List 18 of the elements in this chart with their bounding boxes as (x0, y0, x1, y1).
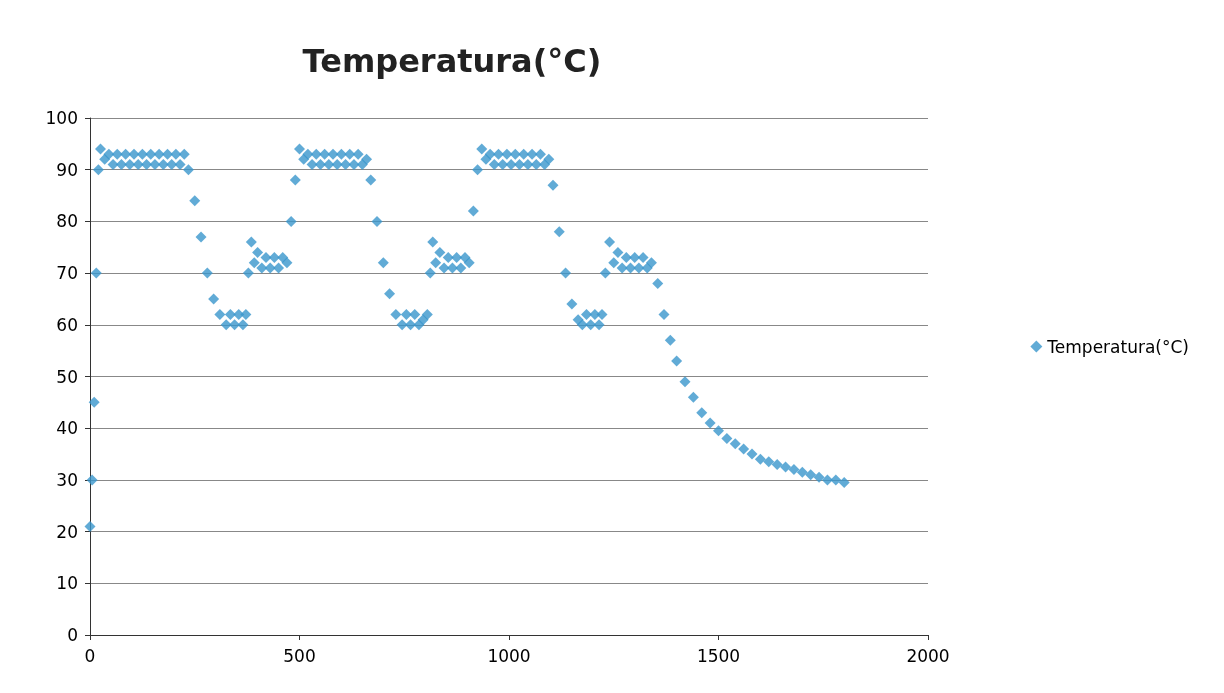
y-tick-label: 0 (67, 625, 78, 645)
x-tick-label: 1500 (696, 645, 741, 666)
y-tick-label: 20 (56, 521, 78, 542)
x-tick-label: 0 (84, 645, 96, 666)
y-tick-label: 80 (56, 211, 78, 232)
y-tick-label: 10 (56, 573, 78, 594)
y-tick-label: 70 (56, 263, 78, 284)
y-tick-label: 60 (56, 314, 78, 335)
x-tick-label: 500 (283, 645, 316, 666)
y-tick-label: 90 (56, 159, 78, 180)
y-tick-label: 30 (56, 469, 78, 490)
x-tick-label: 2000 (906, 645, 950, 666)
y-tick-label: 100 (45, 108, 78, 128)
x-tick-label: 1000 (487, 645, 531, 666)
y-tick-label: 40 (56, 418, 78, 439)
y-tick-label: 50 (56, 366, 78, 387)
chart-title: Temperatura(°C) (302, 42, 602, 80)
legend-label: Temperatura(°C) (1046, 336, 1189, 357)
